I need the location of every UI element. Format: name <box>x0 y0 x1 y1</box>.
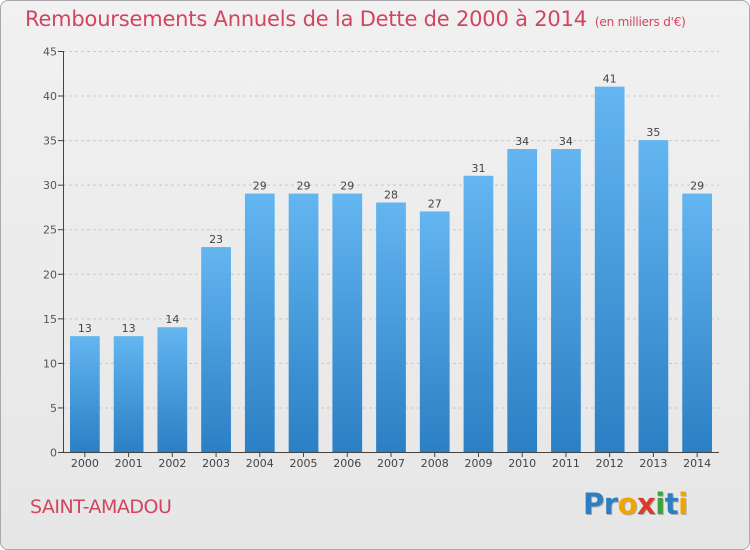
x-tick-label: 2004 <box>246 457 274 470</box>
logo-letter: P <box>583 487 604 521</box>
y-tick-label: 45 <box>43 46 57 59</box>
y-tick-label: 15 <box>43 313 57 326</box>
x-tick-label: 2007 <box>377 457 405 470</box>
bar <box>419 211 450 452</box>
data-label: 13 <box>78 322 92 335</box>
y-tick-label: 40 <box>43 90 57 103</box>
y-tick-label: 35 <box>43 135 57 148</box>
data-label: 31 <box>471 162 485 175</box>
logo-letter: t <box>664 487 679 521</box>
y-tick-label: 5 <box>50 402 57 415</box>
data-label: 41 <box>603 73 617 86</box>
data-label: 23 <box>209 233 223 246</box>
chart-title: Remboursements Annuels de la Dette de 20… <box>25 7 686 31</box>
data-label: 27 <box>428 197 442 210</box>
logo-letter: x <box>637 487 656 521</box>
y-tick-label: 0 <box>50 447 57 460</box>
logo-letter: r <box>603 487 618 521</box>
x-tick-label: 2000 <box>71 457 99 470</box>
y-tick-label: 25 <box>43 224 57 237</box>
bar <box>463 175 494 452</box>
data-label: 29 <box>297 180 311 193</box>
data-label: 28 <box>384 188 398 201</box>
logo-letter: i <box>678 487 688 521</box>
x-tick-label: 2013 <box>639 457 667 470</box>
bar <box>682 193 713 453</box>
bar <box>507 149 538 452</box>
data-label: 35 <box>646 126 660 139</box>
proxiti-logo[interactable]: Proxiti <box>583 487 688 521</box>
bar <box>69 336 100 452</box>
bar <box>288 193 319 453</box>
bar <box>638 140 669 452</box>
x-tick-label: 2002 <box>158 457 186 470</box>
data-label: 13 <box>122 322 136 335</box>
chart-unit: (en milliers d'€) <box>594 15 686 29</box>
bar <box>332 193 363 453</box>
data-label: 29 <box>340 180 354 193</box>
y-tick-label: 20 <box>43 268 57 281</box>
y-tick-label: 30 <box>43 179 57 192</box>
x-tick-label: 2009 <box>464 457 492 470</box>
x-tick-label: 2011 <box>552 457 580 470</box>
logo-letter: i <box>655 487 665 521</box>
data-label: 29 <box>690 180 704 193</box>
x-tick-label: 2005 <box>290 457 318 470</box>
data-label: 14 <box>165 313 179 326</box>
data-label: 34 <box>515 135 529 148</box>
data-label: 34 <box>559 135 573 148</box>
x-tick-label: 2008 <box>421 457 449 470</box>
bar <box>551 149 581 452</box>
bar <box>376 202 406 452</box>
x-tick-label: 2006 <box>333 457 361 470</box>
x-tick-label: 2012 <box>596 457 624 470</box>
bar <box>113 336 144 452</box>
y-tick-label: 10 <box>43 357 57 370</box>
x-tick-label: 2003 <box>202 457 230 470</box>
x-tick-label: 2010 <box>508 457 536 470</box>
x-tick-label: 2014 <box>683 457 711 470</box>
bar <box>594 86 625 453</box>
bar <box>244 193 275 453</box>
commune-name: SAINT-AMADOU <box>30 496 172 518</box>
bar <box>157 327 188 452</box>
data-label: 29 <box>253 180 267 193</box>
bar <box>201 247 231 452</box>
chart-title-text: Remboursements Annuels de la Dette de 20… <box>25 7 587 31</box>
x-tick-label: 2001 <box>115 457 143 470</box>
logo-letter: o <box>617 487 638 521</box>
